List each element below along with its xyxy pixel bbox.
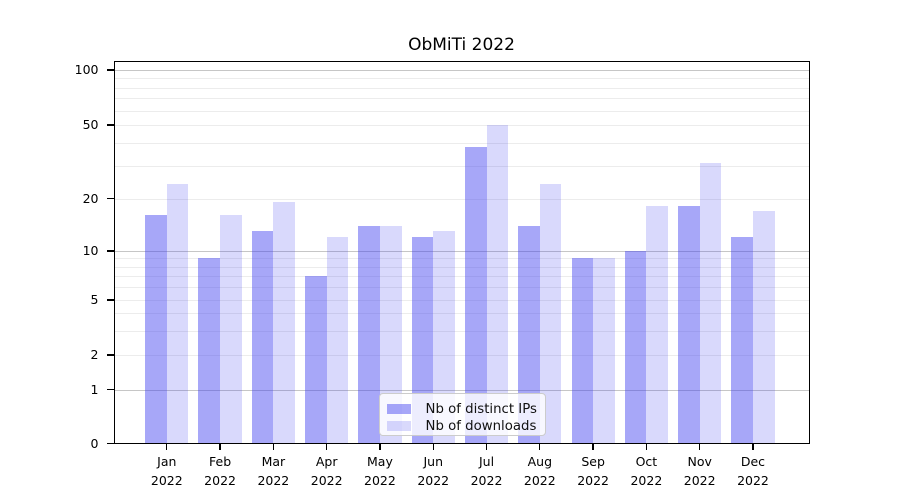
x-tick-dec bbox=[752, 443, 754, 450]
gridline-20 bbox=[113, 198, 810, 200]
bar-ips-sep bbox=[571, 258, 594, 444]
legend-label-ips: Nb of distinct IPs bbox=[425, 401, 537, 417]
bar-ips-jul bbox=[464, 147, 487, 444]
bar-downloads-feb bbox=[220, 215, 242, 444]
gridline-9 bbox=[113, 258, 810, 260]
bar-downloads-jul bbox=[486, 125, 509, 444]
y-tick-100 bbox=[107, 69, 114, 71]
gridline-70 bbox=[113, 98, 810, 100]
x-tick-label-aug: Aug 2022 bbox=[523, 453, 556, 488]
y-tick-label-100: 100 bbox=[74, 62, 99, 77]
x-tick-label-may: May 2022 bbox=[364, 453, 396, 488]
x-tick-jan bbox=[166, 443, 168, 450]
bar-ips-jan bbox=[145, 215, 167, 444]
bar-downloads-sep bbox=[593, 258, 615, 444]
gridline-1 bbox=[113, 389, 810, 391]
legend-item-distinct-ips: Nb of distinct IPs bbox=[386, 401, 537, 417]
gridline-3 bbox=[113, 330, 810, 332]
bar-ips-nov bbox=[678, 206, 700, 444]
legend-swatch-ips bbox=[386, 403, 411, 415]
bar-ips-aug bbox=[518, 225, 540, 444]
x-tick-sep bbox=[592, 443, 594, 450]
chart-title: ObMiTi 2022 bbox=[408, 35, 515, 55]
x-tick-label-jun: Jun 2022 bbox=[417, 453, 450, 488]
axes-frame bbox=[113, 60, 810, 444]
x-tick-label-sep: Sep 2022 bbox=[577, 453, 610, 488]
bar-ips-jun bbox=[411, 237, 434, 444]
legend-label-downloads: Nb of downloads bbox=[425, 418, 537, 434]
x-tick-may bbox=[379, 443, 381, 450]
gridline-60 bbox=[113, 110, 810, 112]
y-tick-label-5: 5 bbox=[90, 292, 99, 307]
y-tick-5 bbox=[107, 299, 114, 301]
y-tick-20 bbox=[107, 197, 114, 200]
x-tick-label-apr: Apr 2022 bbox=[310, 453, 343, 488]
x-tick-label-nov: Nov 2022 bbox=[683, 453, 716, 488]
x-tick-label-oct: Oct 2022 bbox=[630, 453, 663, 488]
gridline-8 bbox=[113, 266, 810, 268]
bar-ips-may bbox=[358, 225, 380, 444]
gridline-6 bbox=[113, 287, 810, 289]
plot-area bbox=[113, 61, 810, 444]
x-tick-label-jan: Jan 2022 bbox=[150, 453, 183, 488]
gridline-40 bbox=[113, 142, 810, 144]
y-tick-label-20: 20 bbox=[82, 190, 99, 206]
gridline-90 bbox=[113, 78, 810, 80]
x-tick-jul bbox=[485, 443, 488, 450]
y-tick-2 bbox=[107, 354, 114, 356]
x-tick-nov bbox=[699, 443, 701, 450]
x-tick-label-dec: Dec 2022 bbox=[737, 453, 769, 488]
gridline-5 bbox=[113, 300, 810, 301]
bar-ips-feb bbox=[198, 258, 221, 444]
legend-swatch-downloads bbox=[386, 420, 411, 432]
x-tick-label-feb: Feb 2022 bbox=[204, 453, 236, 488]
gridline-80 bbox=[113, 87, 810, 89]
y-tick-0 bbox=[107, 442, 114, 445]
x-tick-aug bbox=[539, 443, 541, 450]
gridline-4 bbox=[113, 313, 810, 315]
gridline-10 bbox=[113, 251, 810, 252]
bar-downloads-nov bbox=[699, 163, 722, 444]
bar-downloads-jan bbox=[166, 183, 189, 444]
bar-downloads-oct bbox=[646, 206, 668, 444]
x-tick-label-jul: Jul 2022 bbox=[470, 453, 503, 488]
y-tick-1 bbox=[107, 388, 114, 391]
bar-downloads-mar bbox=[273, 202, 295, 444]
x-tick-mar bbox=[272, 443, 275, 450]
x-tick-feb bbox=[219, 443, 221, 450]
gridline-7 bbox=[113, 276, 810, 278]
y-tick-label-10: 10 bbox=[82, 243, 99, 258]
legend-item-downloads: Nb of downloads bbox=[386, 418, 537, 434]
y-tick-10 bbox=[107, 250, 114, 252]
bar-downloads-may bbox=[379, 225, 402, 444]
bar-downloads-apr bbox=[326, 237, 349, 444]
gridline-100 bbox=[113, 70, 810, 71]
bar-ips-apr bbox=[305, 276, 327, 444]
x-tick-apr bbox=[326, 443, 328, 450]
x-tick-label-mar: Mar 2022 bbox=[257, 453, 290, 488]
y-tick-label-2: 2 bbox=[90, 347, 99, 362]
bar-ips-mar bbox=[251, 231, 274, 444]
y-tick-label-50: 50 bbox=[82, 117, 99, 132]
y-tick-label-1: 1 bbox=[90, 381, 99, 397]
gridline-2 bbox=[113, 355, 810, 356]
legend: Nb of distinct IPs Nb of downloads bbox=[378, 392, 546, 436]
bar-downloads-dec bbox=[752, 210, 775, 444]
bar-ips-dec bbox=[731, 237, 753, 444]
y-tick-50 bbox=[107, 124, 114, 126]
gridline-30 bbox=[113, 165, 810, 167]
bar-ips-oct bbox=[624, 251, 647, 444]
y-tick-label-0: 0 bbox=[90, 435, 99, 451]
bar-downloads-jun bbox=[433, 231, 455, 444]
bar-downloads-aug bbox=[539, 183, 562, 444]
gridline-50 bbox=[113, 125, 810, 126]
x-tick-jun bbox=[432, 443, 434, 450]
x-tick-oct bbox=[645, 443, 648, 450]
